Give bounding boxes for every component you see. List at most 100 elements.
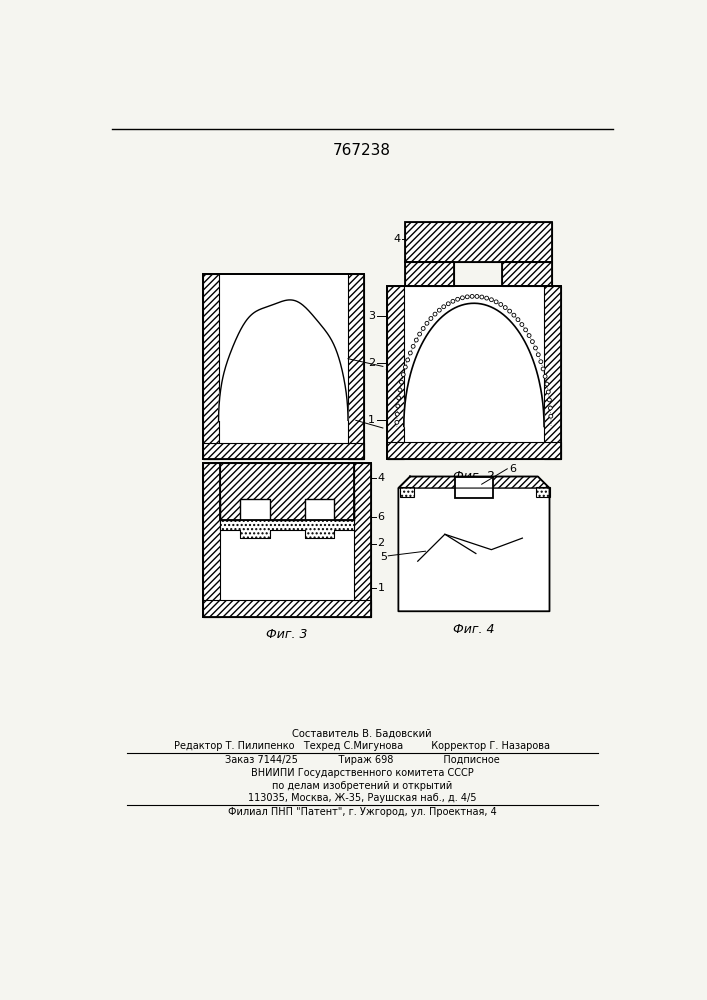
Circle shape (411, 344, 415, 348)
Text: 4: 4 (394, 234, 401, 244)
Circle shape (421, 327, 425, 330)
Text: 4: 4 (378, 473, 385, 483)
Polygon shape (404, 303, 544, 426)
Circle shape (480, 295, 484, 299)
Circle shape (508, 309, 512, 313)
Bar (203, 443, 363, 459)
Bar (502, 262, 552, 286)
Bar (203, 274, 218, 459)
Circle shape (465, 295, 469, 299)
Bar (220, 463, 354, 520)
Bar (535, 487, 549, 497)
Text: 2: 2 (368, 358, 375, 368)
Text: 1: 1 (368, 415, 375, 425)
Bar (387, 442, 561, 459)
Circle shape (442, 305, 445, 309)
Circle shape (494, 300, 498, 304)
Bar (502, 262, 552, 286)
Bar (544, 286, 561, 459)
Circle shape (402, 373, 405, 376)
Bar (203, 274, 363, 459)
Bar (203, 463, 371, 617)
Polygon shape (398, 477, 549, 611)
Text: Фиг. 4: Фиг. 4 (453, 623, 495, 636)
Circle shape (545, 382, 549, 386)
Circle shape (537, 353, 540, 357)
Circle shape (396, 404, 399, 408)
Circle shape (398, 388, 402, 392)
Text: 113035, Москва, Ж-35, Раушская наб., д. 4/5: 113035, Москва, Ж-35, Раушская наб., д. … (247, 793, 477, 803)
Bar (387, 286, 561, 459)
Circle shape (429, 317, 433, 320)
Circle shape (547, 390, 550, 394)
Circle shape (489, 298, 493, 302)
Circle shape (485, 296, 489, 300)
Text: Заказ 7144/25             Тираж 698                Подписное: Заказ 7144/25 Тираж 698 Подписное (225, 755, 499, 765)
Text: 1: 1 (385, 424, 392, 434)
Circle shape (470, 294, 474, 298)
Circle shape (475, 295, 479, 298)
Text: по делам изобретений и открытий: по делам изобретений и открытий (271, 781, 452, 791)
Text: Филиал ПНП "Патент", г. Ужгород, ул. Проектная, 4: Филиал ПНП "Патент", г. Ужгород, ул. Про… (228, 807, 496, 817)
Text: Фиг. 2: Фиг. 2 (453, 470, 495, 483)
Polygon shape (220, 520, 354, 538)
Text: 1: 1 (378, 583, 385, 593)
Circle shape (520, 323, 524, 326)
Circle shape (549, 414, 553, 418)
Circle shape (409, 351, 412, 355)
Circle shape (404, 365, 407, 369)
Text: 2: 2 (385, 362, 392, 372)
Circle shape (539, 360, 543, 364)
Circle shape (543, 374, 547, 378)
Circle shape (438, 308, 441, 312)
Bar (203, 463, 371, 617)
Bar (404, 222, 552, 262)
Circle shape (524, 328, 527, 332)
Circle shape (446, 302, 450, 306)
Circle shape (399, 380, 404, 384)
Text: ВНИИПИ Государственного комитета СССР: ВНИИПИ Государственного комитета СССР (250, 768, 473, 778)
Bar (400, 487, 414, 497)
Circle shape (499, 303, 503, 306)
Text: Редактор Т. Пилипенко   Техред С.Мигунова         Корректор Г. Назарова: Редактор Т. Пилипенко Техред С.Мигунова … (174, 741, 550, 751)
Bar (404, 262, 454, 286)
Circle shape (418, 332, 421, 336)
Circle shape (512, 313, 516, 317)
Bar (240, 499, 270, 520)
Polygon shape (398, 477, 549, 488)
Circle shape (503, 306, 507, 309)
Circle shape (527, 334, 531, 337)
Circle shape (460, 296, 464, 300)
Text: 6: 6 (509, 464, 516, 474)
Bar (220, 463, 354, 520)
Text: 3: 3 (368, 311, 375, 321)
Circle shape (547, 398, 551, 402)
Bar (387, 286, 561, 459)
Text: 5: 5 (380, 552, 387, 562)
Circle shape (395, 420, 399, 424)
Circle shape (406, 358, 409, 362)
Bar (455, 477, 493, 498)
Polygon shape (218, 300, 348, 420)
Circle shape (456, 297, 460, 301)
Bar (404, 262, 454, 286)
Circle shape (451, 299, 455, 303)
Circle shape (397, 396, 401, 400)
Text: 2: 2 (378, 538, 385, 548)
Circle shape (530, 340, 534, 344)
Bar (305, 499, 334, 520)
Bar (203, 600, 371, 617)
Text: 6: 6 (378, 512, 385, 522)
Circle shape (549, 406, 552, 410)
Circle shape (425, 321, 429, 325)
Circle shape (516, 318, 520, 322)
Bar (354, 463, 371, 617)
Circle shape (395, 412, 399, 416)
Text: Фиг. 1: Фиг. 1 (262, 470, 304, 483)
Text: 767238: 767238 (333, 143, 391, 158)
Circle shape (534, 346, 537, 350)
Bar (404, 222, 552, 262)
Bar (203, 274, 363, 459)
Bar (348, 274, 363, 459)
Circle shape (541, 367, 545, 371)
